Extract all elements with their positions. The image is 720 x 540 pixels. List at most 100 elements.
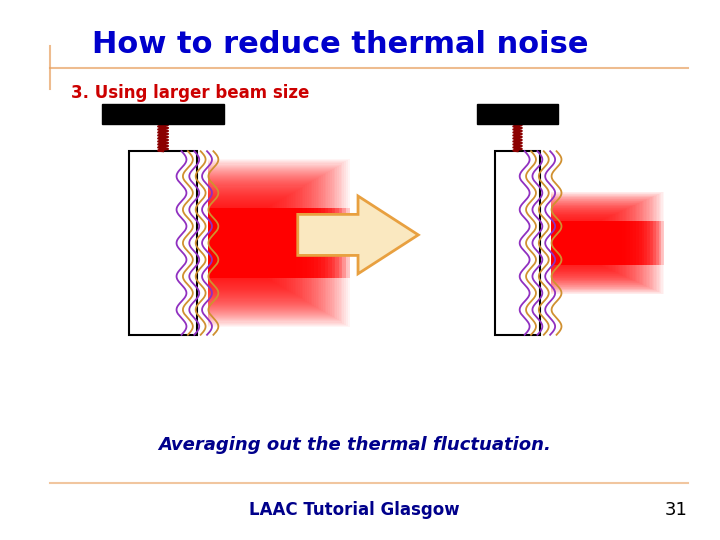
Bar (551, 221, 656, 265)
Bar (551, 192, 665, 294)
Bar (551, 206, 633, 280)
Bar (208, 208, 310, 278)
Bar (208, 240, 213, 246)
Text: How to reduce thermal noise: How to reduce thermal noise (92, 30, 589, 59)
Bar (551, 199, 647, 287)
Bar (208, 208, 289, 278)
Bar (208, 215, 256, 271)
Bar (208, 208, 268, 278)
Bar (551, 221, 577, 265)
Bar (208, 190, 298, 296)
Bar (551, 221, 565, 265)
Bar (208, 231, 229, 255)
Bar (208, 208, 218, 278)
Bar (477, 104, 559, 124)
Bar (208, 206, 270, 280)
Bar (551, 221, 616, 265)
Bar (551, 213, 616, 273)
Bar (208, 219, 248, 267)
Bar (551, 208, 627, 278)
Bar (551, 217, 609, 269)
Bar (129, 151, 197, 335)
Bar (208, 222, 243, 264)
Bar (551, 221, 599, 265)
Bar (551, 221, 639, 265)
Bar (551, 232, 575, 254)
Bar (551, 228, 583, 258)
Bar (551, 221, 605, 265)
Bar (551, 230, 579, 256)
Bar (208, 188, 300, 298)
Bar (208, 208, 222, 278)
Bar (208, 205, 271, 281)
Bar (208, 183, 310, 303)
Bar (551, 221, 574, 265)
Bar (208, 226, 236, 260)
Bar (208, 208, 271, 278)
Bar (208, 208, 211, 278)
Bar (551, 242, 552, 244)
Bar (551, 219, 605, 267)
Bar (208, 163, 344, 323)
Bar (551, 196, 654, 290)
Bar (208, 195, 289, 291)
Bar (551, 221, 665, 265)
Bar (551, 221, 630, 265)
Bar (551, 209, 626, 277)
Bar (208, 213, 259, 273)
Bar (551, 224, 593, 262)
Bar (551, 221, 627, 265)
Bar (208, 208, 293, 278)
Bar (208, 208, 275, 278)
Bar (208, 208, 318, 278)
Bar (551, 221, 554, 265)
Bar (551, 218, 606, 268)
Bar (551, 235, 570, 251)
Bar (551, 220, 602, 266)
Bar (551, 198, 650, 288)
Bar (208, 217, 252, 269)
Bar (208, 208, 314, 278)
Bar (208, 211, 263, 275)
Bar (208, 199, 282, 287)
Bar (551, 225, 592, 261)
Bar (551, 221, 562, 265)
Bar (551, 192, 663, 294)
Bar (551, 237, 564, 249)
Bar (551, 234, 571, 252)
Bar (208, 208, 266, 278)
Bar (551, 240, 557, 246)
Bar (551, 217, 608, 268)
Bar (208, 208, 240, 278)
Bar (551, 230, 580, 256)
Bar (551, 212, 621, 274)
Bar (551, 221, 636, 265)
Bar (208, 225, 238, 261)
Bar (551, 211, 622, 275)
Bar (551, 202, 640, 284)
Bar (208, 208, 215, 278)
Bar (208, 181, 312, 305)
Bar (551, 215, 612, 271)
Bar (208, 208, 336, 278)
Bar (208, 208, 233, 278)
Bar (208, 203, 275, 283)
Bar (208, 208, 225, 278)
Bar (208, 208, 328, 278)
Bar (208, 160, 348, 326)
Bar (551, 221, 613, 265)
Bar (551, 210, 624, 276)
Bar (551, 221, 619, 265)
Bar (551, 222, 598, 264)
Bar (208, 208, 229, 278)
Bar (208, 208, 264, 278)
Bar (551, 233, 572, 253)
Bar (208, 196, 287, 290)
Bar (208, 242, 210, 244)
Bar (208, 208, 279, 278)
Bar (551, 221, 647, 265)
Bar (208, 208, 251, 278)
Bar (208, 193, 293, 293)
Bar (551, 229, 582, 257)
Bar (551, 221, 662, 265)
